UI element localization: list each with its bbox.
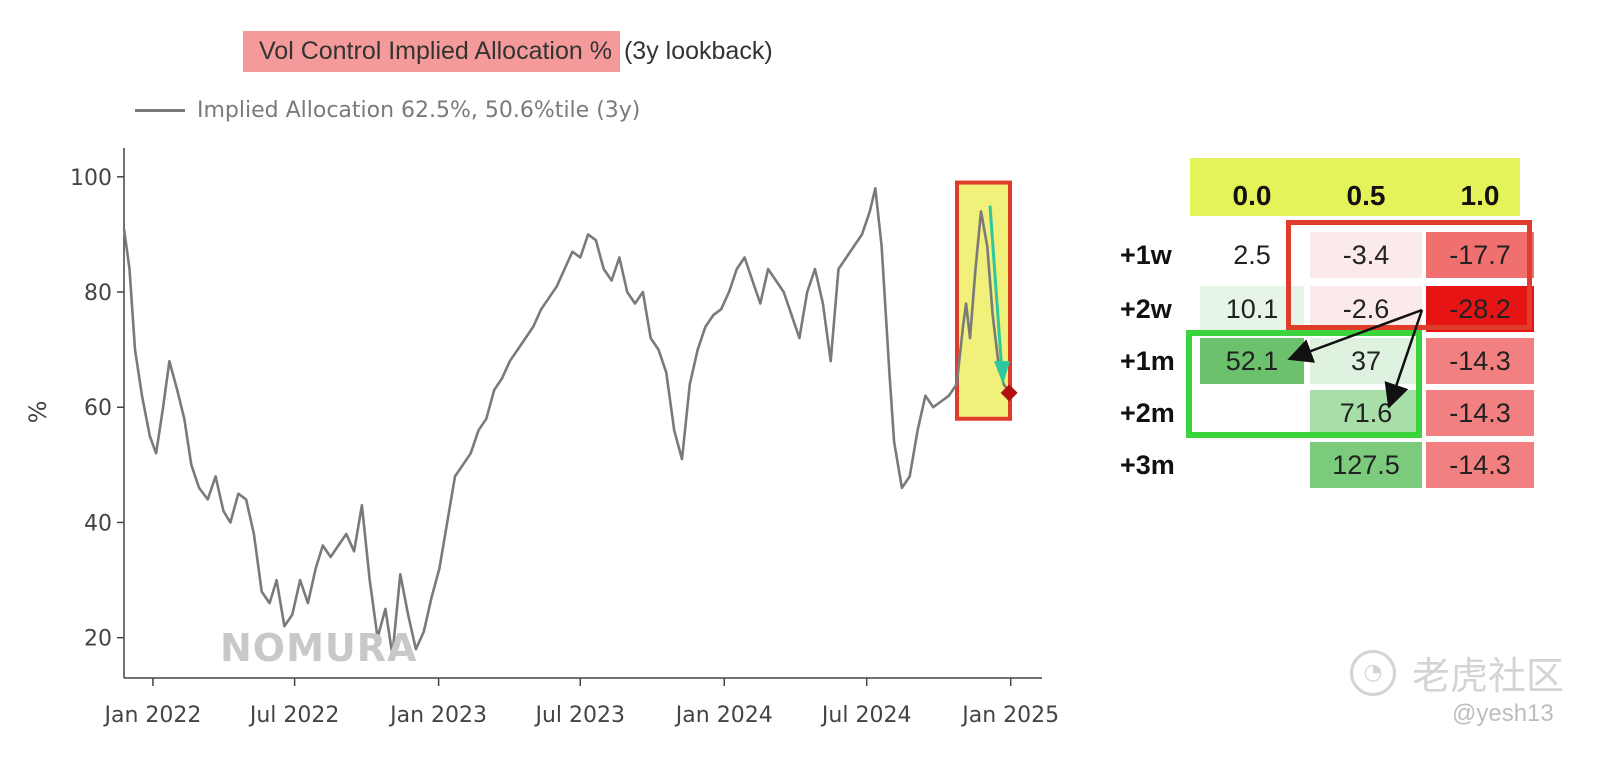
series-line-implied-allocation (122, 187, 1011, 657)
latest-value-marker (1000, 384, 1018, 402)
table-row-label: +2m (1120, 397, 1175, 428)
table-cell (1200, 390, 1304, 436)
chart-title-suffix: (3y lookback) (623, 36, 773, 65)
table-cell: -14.3 (1426, 390, 1534, 436)
table-row-label: +3m (1120, 449, 1175, 480)
x-tick-label: Jan 2024 (674, 703, 773, 728)
site-watermark-text: 老虎社区 (1412, 654, 1565, 698)
table-cell (1200, 442, 1304, 488)
table-cell: -2.6 (1310, 286, 1422, 332)
table-row-label: +2w (1120, 293, 1172, 324)
table-cell: -14.3 (1426, 442, 1534, 488)
x-tick-label: Jan 2025 (960, 703, 1059, 728)
x-tick-label: Jan 2023 (388, 703, 487, 728)
red-highlight-frame (1286, 220, 1532, 330)
table-row-label: +1m (1120, 345, 1175, 376)
legend-label: Implied Allocation 62.5%, 50.6%tile (3y) (197, 98, 641, 123)
x-tick-label: Jul 2023 (533, 703, 625, 728)
tiger-logo-icon: ◔ (1350, 649, 1396, 696)
table-arrows (1287, 308, 1424, 409)
table-cell: -28.2 (1426, 286, 1534, 332)
table-cell: -17.7 (1426, 232, 1534, 278)
scenario-table: 0.0 0.5 1.0 +1w 2.5 -3.4 -17.7 +2w 10.1 -2.6 -28.2… (1120, 158, 1560, 498)
table-cell: 52.1 (1200, 338, 1304, 384)
line-chart: 20 40 60 80 100% Jan 2022 Jul 2022 Jan 2023 Jul … (24, 148, 1059, 728)
table-column-header: 1.0 (1460, 180, 1500, 211)
site-watermark: ◔ 老虎社区 (1350, 645, 1564, 700)
y-tick-label: 40 (84, 511, 112, 536)
y-tick-label: 80 (84, 281, 112, 306)
chart-title-group: Vol Control Implied Allocation % (3y loo… (243, 30, 773, 72)
x-tick-label: Jan 2022 (103, 703, 202, 728)
green-highlight-frame (1186, 330, 1422, 438)
table-column-header: 0.5 (1346, 180, 1386, 211)
x-tick-label: Jul 2022 (248, 703, 340, 728)
y-tick-label: 20 (84, 627, 112, 652)
table-row-label: +1w (1120, 239, 1172, 270)
user-watermark: @yesh13 (1452, 700, 1554, 727)
x-tick-label: Jul 2024 (820, 703, 912, 728)
nomura-watermark-logo: NOMURA (220, 626, 418, 670)
chart-title: Vol Control Implied Allocation % (243, 30, 620, 72)
y-axis-label: % (24, 401, 52, 424)
table-cell: -14.3 (1426, 338, 1534, 384)
table-header-band (1190, 158, 1520, 216)
y-tick-label: 60 (84, 396, 112, 421)
legend-line-swatch (135, 109, 185, 112)
table-arrow (1287, 308, 1423, 363)
trend-arrow-line (988, 205, 1004, 373)
y-tick-label: 100 (70, 166, 112, 191)
chart-legend: Implied Allocation 62.5%, 50.6%tile (3y) (135, 98, 640, 123)
table-column-header: 0.0 (1232, 180, 1272, 211)
table-cell: -3.4 (1310, 232, 1422, 278)
table-arrow (1384, 309, 1424, 409)
table-cell: 127.5 (1310, 442, 1422, 488)
trend-arrow-head (994, 361, 1010, 385)
